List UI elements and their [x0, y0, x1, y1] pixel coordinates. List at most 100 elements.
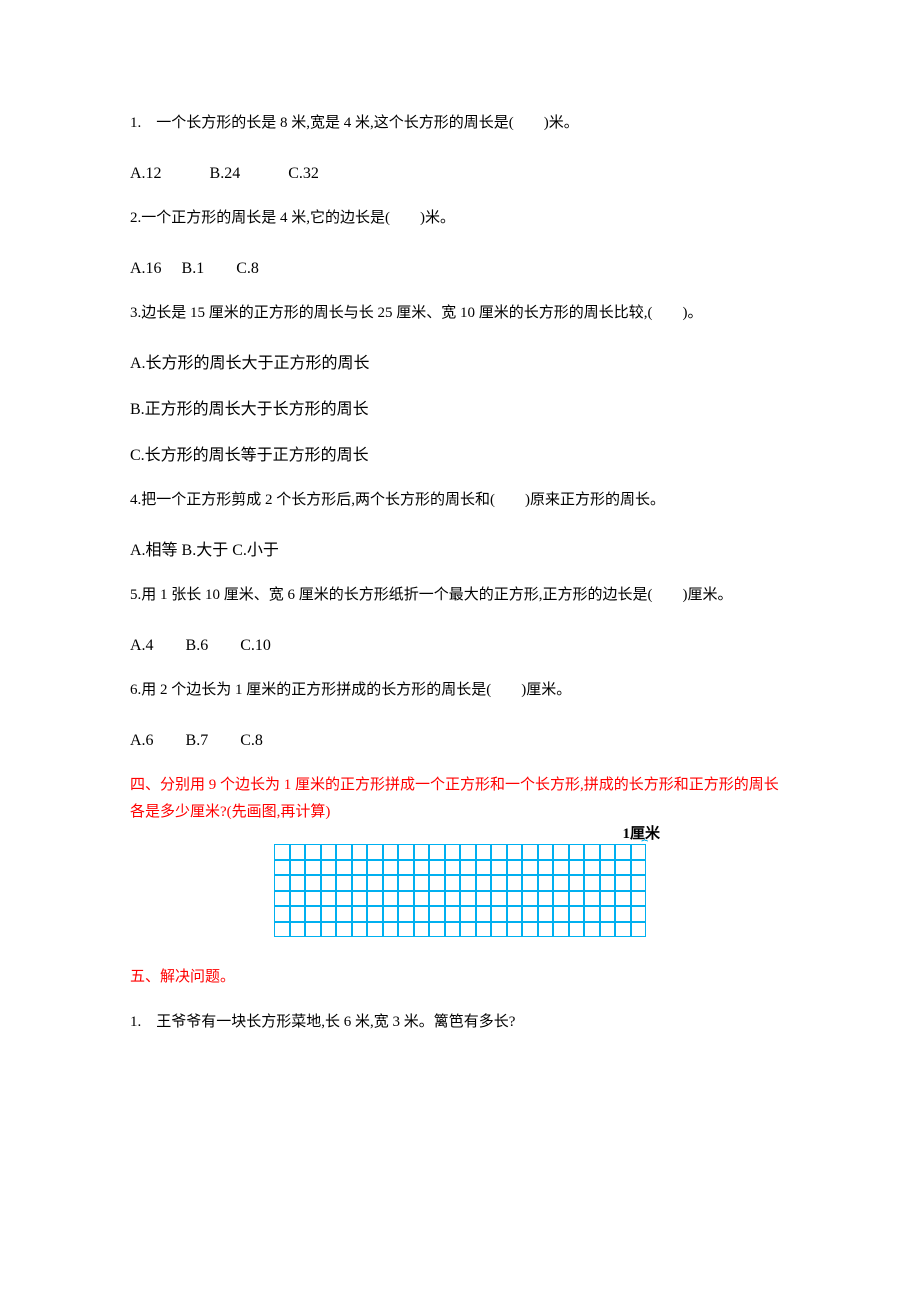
question-6-text: 6.用 2 个边长为 1 厘米的正方形拼成的长方形的周长是( )厘米。	[130, 677, 790, 704]
grid-cell	[352, 875, 368, 891]
grid-cell	[631, 922, 647, 938]
grid-cell	[367, 922, 383, 938]
grid-cell	[352, 922, 368, 938]
grid-cell	[336, 860, 352, 876]
grid-cell	[367, 906, 383, 922]
grid-cell	[615, 922, 631, 938]
grid-row	[274, 844, 646, 860]
grid-cell	[290, 922, 306, 938]
grid-cell	[631, 906, 647, 922]
grid-cell	[460, 875, 476, 891]
grid-cell	[538, 922, 554, 938]
grid-cell	[414, 860, 430, 876]
grid-cell	[538, 891, 554, 907]
grid-cell	[569, 891, 585, 907]
grid-cell	[553, 875, 569, 891]
grid-cell	[584, 844, 600, 860]
grid-cell	[383, 906, 399, 922]
grid-cell	[336, 922, 352, 938]
grid-cell	[460, 860, 476, 876]
grid-cell	[522, 922, 538, 938]
grid-cell	[352, 906, 368, 922]
grid-cell	[584, 891, 600, 907]
grid-cell	[367, 844, 383, 860]
grid-cell	[429, 906, 445, 922]
grid-cell	[336, 906, 352, 922]
grid-cell	[290, 844, 306, 860]
grid-cell	[507, 922, 523, 938]
grid-cell	[600, 922, 616, 938]
grid-cell	[445, 860, 461, 876]
grid-cell	[538, 875, 554, 891]
grid-cell	[491, 844, 507, 860]
grid-cell	[445, 844, 461, 860]
section-5-header: 五、解决问题。	[130, 964, 790, 991]
grid-cell	[398, 844, 414, 860]
grid-cell	[398, 906, 414, 922]
grid-cell	[305, 891, 321, 907]
grid-cell	[367, 875, 383, 891]
question-5-options: A.4 B.6 C.10	[130, 631, 790, 655]
grid-cell	[553, 860, 569, 876]
grid-cell	[321, 891, 337, 907]
question-3-option-a: A.长方形的周长大于正方形的周长	[130, 349, 790, 373]
grid-cell	[507, 891, 523, 907]
grid-cell	[476, 875, 492, 891]
grid-cell	[553, 891, 569, 907]
grid-figure: 1厘米 ⏞	[270, 844, 650, 942]
grid-cell	[522, 844, 538, 860]
grid-cell	[615, 844, 631, 860]
question-5: 5.用 1 张长 10 厘米、宽 6 厘米的长方形纸折一个最大的正方形,正方形的…	[130, 582, 790, 609]
grid-cell	[383, 844, 399, 860]
grid-cell	[631, 891, 647, 907]
question-3-option-c: C.长方形的周长等于正方形的周长	[130, 441, 790, 465]
grid-cell	[538, 860, 554, 876]
grid-cell	[491, 906, 507, 922]
grid-cell	[584, 922, 600, 938]
grid-cell	[476, 906, 492, 922]
grid-cell	[631, 860, 647, 876]
grid-cell	[383, 860, 399, 876]
grid-cell	[476, 891, 492, 907]
grid-row	[274, 860, 646, 876]
grid-cell	[352, 844, 368, 860]
section-4-header: 四、分别用 9 个边长为 1 厘米的正方形拼成一个正方形和一个长方形,拼成的长方…	[130, 772, 790, 826]
grid-cell	[507, 844, 523, 860]
grid-cell	[569, 906, 585, 922]
grid-cell	[460, 906, 476, 922]
grid-cell	[460, 844, 476, 860]
grid-cell	[584, 860, 600, 876]
grid-cell	[569, 875, 585, 891]
grid-cell	[445, 906, 461, 922]
grid-cell	[336, 875, 352, 891]
grid-cell	[290, 906, 306, 922]
grid-cell	[569, 922, 585, 938]
grid-cell	[538, 906, 554, 922]
grid-cell	[290, 860, 306, 876]
grid-cell	[274, 844, 290, 860]
grid-cell	[476, 844, 492, 860]
grid-cell	[553, 906, 569, 922]
grid-cell	[414, 922, 430, 938]
grid-cell	[584, 906, 600, 922]
grid-cell	[631, 875, 647, 891]
grid-cell	[290, 891, 306, 907]
grid-cell	[383, 922, 399, 938]
question-2: 2.一个正方形的周长是 4 米,它的边长是( )米。	[130, 205, 790, 232]
grid-cell	[429, 875, 445, 891]
question-4-text: 4.把一个正方形剪成 2 个长方形后,两个长方形的周长和( )原来正方形的周长。	[130, 487, 790, 514]
grid-cell	[305, 875, 321, 891]
grid-cell	[274, 922, 290, 938]
grid-cell	[491, 875, 507, 891]
grid-cell	[553, 844, 569, 860]
grid-bracket-icon: ⏞	[641, 840, 648, 853]
grid-cell	[615, 860, 631, 876]
grid-cell	[445, 891, 461, 907]
grid-cell	[569, 860, 585, 876]
grid-cell	[600, 875, 616, 891]
grid-cell	[321, 844, 337, 860]
grid-cell	[305, 860, 321, 876]
grid-cell	[414, 906, 430, 922]
grid-cell	[538, 844, 554, 860]
grid-cell	[398, 875, 414, 891]
